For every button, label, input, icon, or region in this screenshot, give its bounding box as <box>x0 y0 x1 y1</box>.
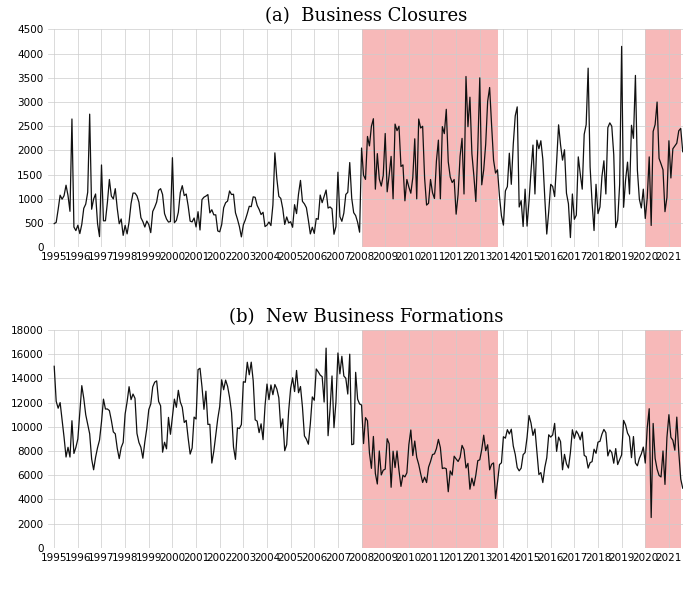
Bar <box>362 29 497 247</box>
Bar <box>645 29 681 247</box>
Title: (b)  New Business Formations: (b) New Business Formations <box>228 307 503 326</box>
Bar <box>645 330 681 548</box>
Title: (a)  Business Closures: (a) Business Closures <box>264 7 467 25</box>
Bar <box>362 330 497 548</box>
